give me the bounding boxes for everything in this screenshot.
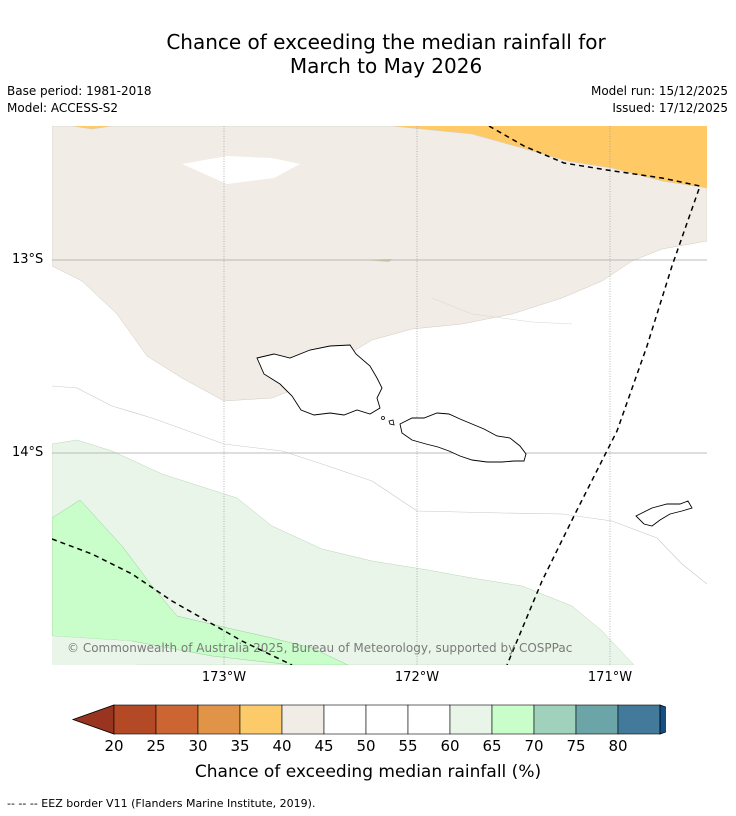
colorbar-segment <box>155 704 199 735</box>
colorbar-segment <box>617 704 661 735</box>
colorbar-segment <box>239 704 283 735</box>
colorbar-tick-label: 60 <box>440 737 460 755</box>
contour-line-2 <box>431 297 573 325</box>
lat-label-13s: 13°S <box>12 252 44 267</box>
model-run: Model run: 15/12/2025 <box>590 84 728 98</box>
lightgreen-lower <box>52 636 137 665</box>
colorbar-segment <box>533 704 577 735</box>
meta-left: Base period: 1981-2018 Model: ACCESS-S2 <box>7 83 152 117</box>
colorbar-over-arrow <box>659 704 666 735</box>
colorbar-tick-label: 70 <box>524 737 544 755</box>
colorbar-under-arrow <box>71 704 115 735</box>
colorbar <box>71 704 666 735</box>
eez-border-west <box>52 538 293 665</box>
lon-label-172w: 172°W <box>394 670 440 685</box>
lon-label-173w: 173°W <box>201 670 247 685</box>
meta-right: Model run: 15/12/2025 Issued: 17/12/2025 <box>591 83 728 117</box>
orange-region <box>392 126 707 188</box>
lat-label-14s: 14°S <box>12 445 44 460</box>
eez-note: -- -- -- EEZ border V11 (Flanders Marine… <box>7 797 316 810</box>
islet-2 <box>388 419 395 426</box>
colorbar-segment <box>449 704 493 735</box>
island-upolu <box>399 412 527 463</box>
colorbar-tick-label: 80 <box>608 737 628 755</box>
map-svg <box>52 126 707 665</box>
green-region <box>52 499 349 665</box>
beige-region <box>52 126 707 402</box>
eez-border-east <box>488 126 701 665</box>
colorbar-tick-label: 35 <box>230 737 250 755</box>
map-copyright: © Commonwealth of Australia 2025, Bureau… <box>67 641 573 655</box>
colorbar-segment <box>407 704 451 735</box>
map-title: Chance of exceeding the median rainfall … <box>0 30 736 78</box>
model-name: Model: ACCESS-S2 <box>7 101 119 115</box>
colorbar-segment <box>113 704 157 735</box>
colorbar-label: Chance of exceeding median rainfall (%) <box>194 762 542 782</box>
colorbar-segment <box>575 704 619 735</box>
island-tutuila <box>635 500 693 527</box>
colorbar-tick-label: 30 <box>188 737 208 755</box>
colorbar-tick-label: 40 <box>272 737 292 755</box>
colorbar-tick-label: 25 <box>146 737 166 755</box>
colorbar-segment <box>365 704 409 735</box>
colorbar-tick-label: 65 <box>482 737 502 755</box>
base-period: Base period: 1981-2018 <box>7 84 152 98</box>
lightgreen-region <box>52 439 635 665</box>
colorbar-tick-label: 75 <box>566 737 586 755</box>
islet-1 <box>381 416 385 420</box>
white-hole <box>182 156 300 184</box>
colorbar-tick-label: 55 <box>398 737 418 755</box>
colorbar-segment <box>197 704 241 735</box>
colorbar-segment <box>323 704 367 735</box>
issued-date: Issued: 17/12/2025 <box>612 101 728 115</box>
contour-line <box>52 385 707 585</box>
lon-label-171w: 171°W <box>587 670 633 685</box>
island-savaii <box>256 344 383 416</box>
colorbar-tick-label: 45 <box>314 737 334 755</box>
orange-sliver <box>72 126 112 129</box>
title-line-1: Chance of exceeding the median rainfall … <box>166 30 606 54</box>
colorbar-segment <box>281 704 325 735</box>
forecast-map[interactable] <box>52 126 707 665</box>
title-line-2: March to May 2026 <box>289 54 483 78</box>
colorbar-segment <box>491 704 535 735</box>
colorbar-tick-label: 50 <box>356 737 376 755</box>
colorbar-tick-label: 20 <box>104 737 124 755</box>
